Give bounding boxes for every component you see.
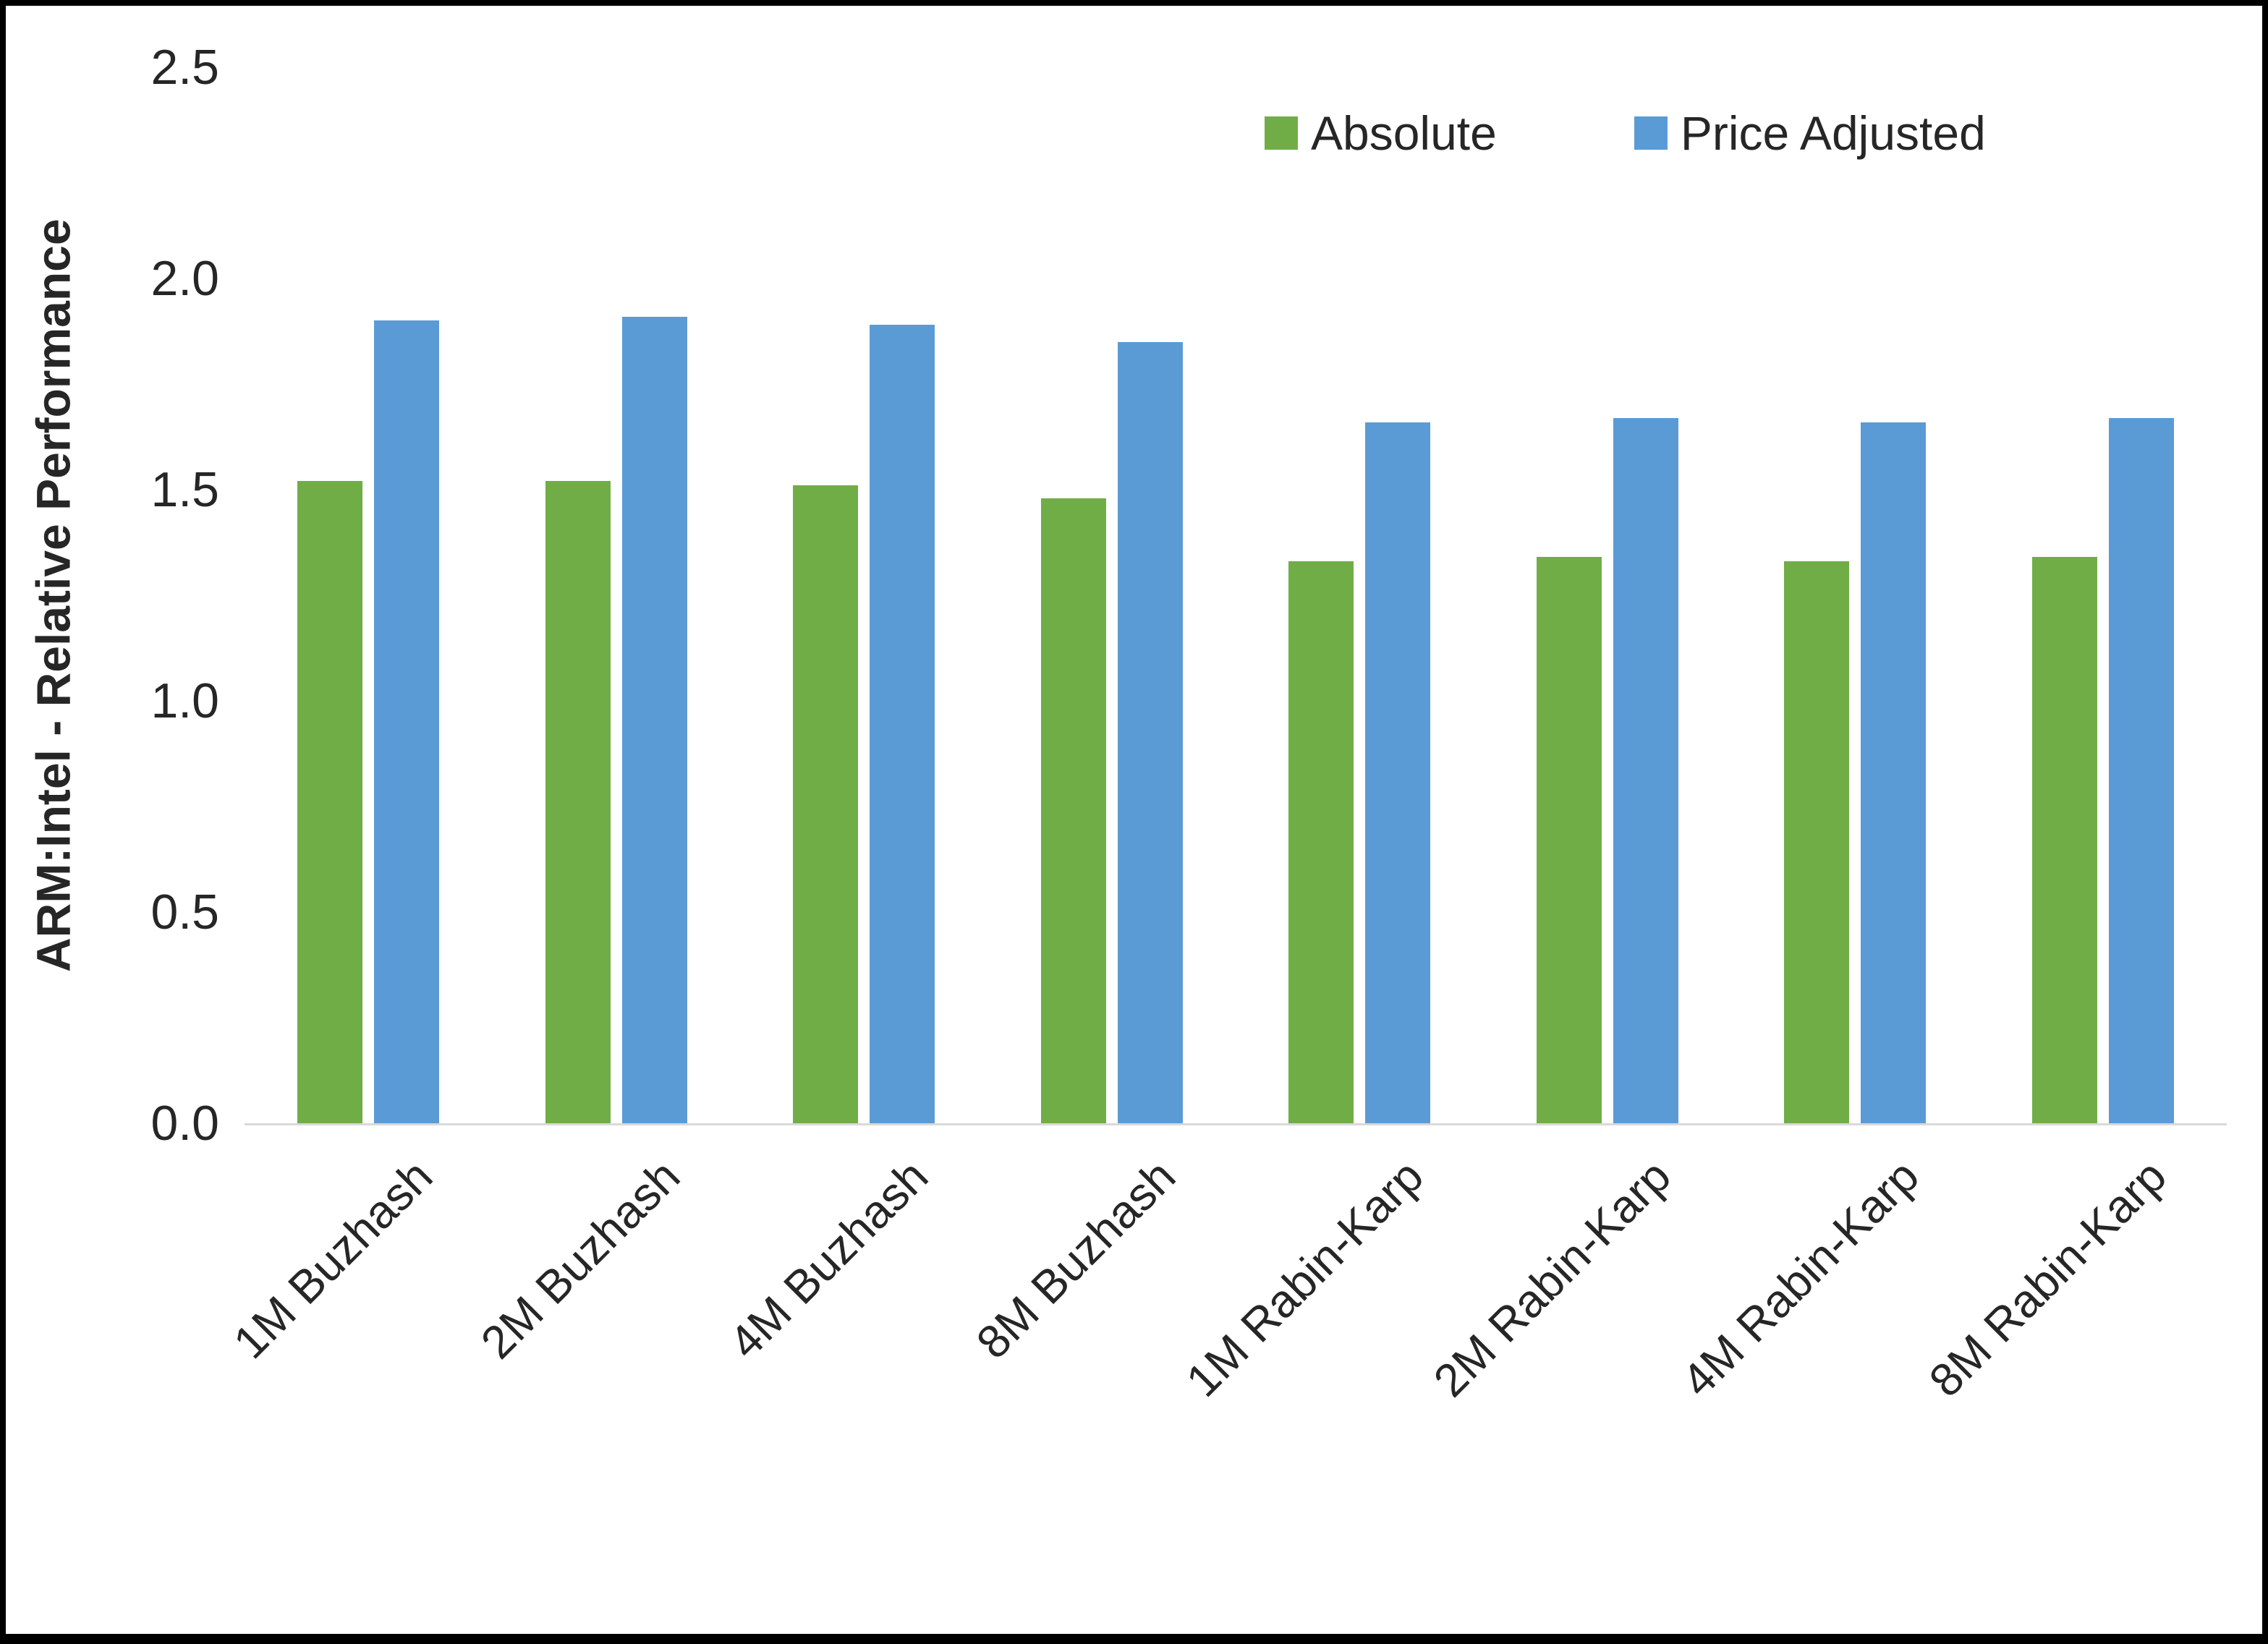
bar-price-adjusted: [2108, 417, 2174, 1123]
bar-absolute: [545, 481, 611, 1123]
bar-price-adjusted: [1861, 422, 1927, 1123]
bar-group: [1731, 67, 1979, 1123]
bar-price-adjusted: [1365, 422, 1431, 1123]
bar-absolute: [1040, 498, 1106, 1123]
legend-label-price-adjusted: Price Adjusted: [1680, 106, 1986, 160]
bar-absolute: [2031, 557, 2097, 1123]
legend-item-price-adjusted: Price Adjusted: [1634, 106, 1986, 161]
legend-item-absolute: Absolute: [1265, 106, 1497, 161]
bar-price-adjusted: [621, 316, 687, 1123]
x-axis-label: 4M Rabin-Karp: [1671, 1149, 1929, 1407]
bar-absolute: [297, 481, 363, 1123]
y-tick-label: 0.0: [150, 1096, 219, 1151]
y-axis-title: ARM:Intel - Relative Performance: [26, 218, 80, 972]
bar-absolute: [1784, 561, 1850, 1123]
bar-group: [988, 67, 1236, 1123]
bar-group: [493, 67, 741, 1123]
bar-price-adjusted: [1117, 341, 1183, 1123]
y-axis-ticks: 0.0 0.5 1.0 1.5 2.0 2.5: [82, 40, 219, 1151]
bar-group: [740, 67, 988, 1123]
legend-swatch-absolute-icon: [1265, 116, 1298, 150]
y-tick-label: 2.5: [150, 40, 219, 95]
x-axis-label: 4M Buzhash: [718, 1149, 938, 1369]
x-axis-labels: 1M Buzhash 2M Buzhash 4M Buzhash 8M Buzhash…: [223, 1138, 2227, 1586]
plot-area: [245, 67, 2227, 1125]
x-axis-label: 2M Buzhash: [470, 1149, 690, 1369]
x-axis-label: 1M Buzhash: [223, 1149, 442, 1369]
x-axis-label: 8M Rabin-Karp: [1919, 1149, 2177, 1407]
legend-swatch-price-adjusted-icon: [1634, 116, 1668, 150]
x-axis-label: 1M Rabin-Karp: [1176, 1149, 1433, 1407]
legend-label-absolute: Absolute: [1311, 106, 1497, 160]
bar-absolute: [1536, 557, 1602, 1123]
y-tick-label: 1.0: [150, 673, 219, 728]
bar-price-adjusted: [1613, 417, 1678, 1123]
legend: Absolute Price Adjusted: [1265, 106, 1986, 161]
y-tick-label: 2.0: [150, 251, 219, 306]
bar-groups: [245, 67, 2227, 1123]
bar-group: [1484, 67, 1732, 1123]
y-tick-label: 0.5: [150, 885, 219, 940]
x-axis-label: 8M Buzhash: [966, 1149, 1186, 1369]
bar-absolute: [793, 485, 859, 1123]
y-tick-label: 1.5: [150, 462, 219, 517]
x-axis-label: 2M Rabin-Karp: [1424, 1149, 1681, 1407]
bar-price-adjusted: [870, 325, 935, 1123]
bar-absolute: [1288, 561, 1354, 1123]
bar-group: [245, 67, 493, 1123]
bar-price-adjusted: [374, 320, 440, 1123]
bar-group: [1236, 67, 1484, 1123]
bar-group: [1979, 67, 2227, 1123]
